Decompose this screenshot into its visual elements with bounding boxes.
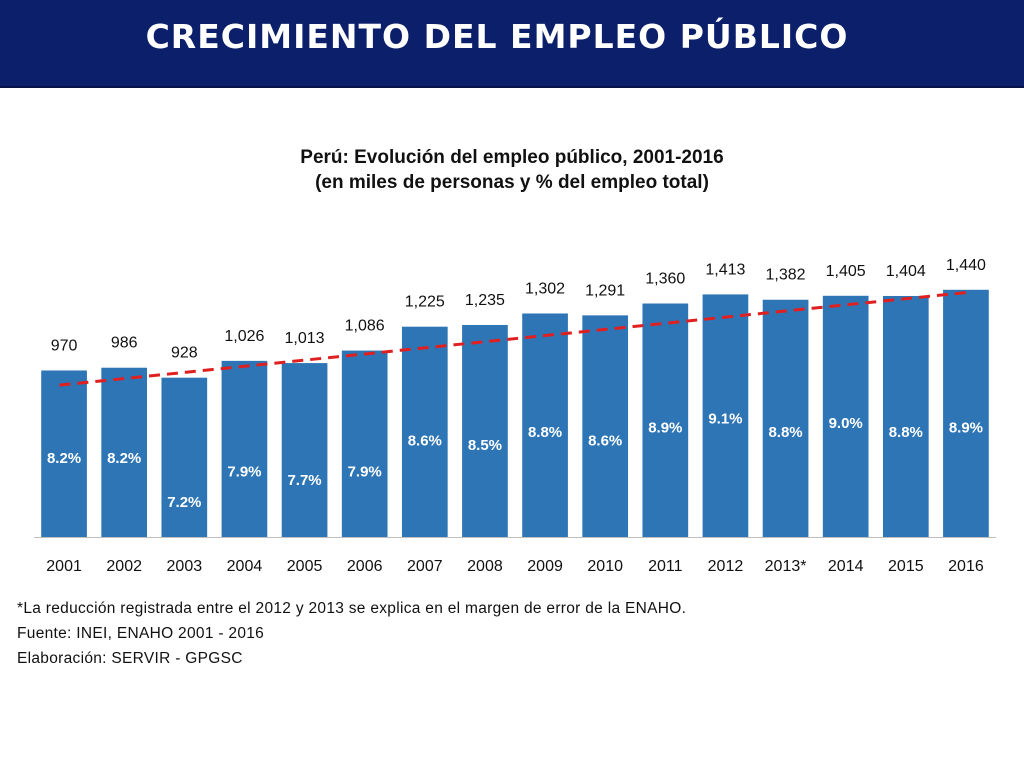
bar-value-label: 1,360 (645, 271, 685, 288)
x-tick-label: 2002 (106, 558, 142, 575)
share-label: 7.9% (348, 463, 382, 480)
page-title: CRECIMIENTO DEL EMPLEO PÚBLICO (145, 16, 849, 56)
bar (281, 363, 328, 537)
share-label: 8.9% (949, 419, 983, 436)
bar-value-label: 1,086 (345, 318, 385, 335)
x-tick-label: 2008 (467, 558, 503, 575)
bar-value-label: 1,026 (224, 328, 264, 345)
x-tick-label: 2009 (527, 558, 563, 575)
share-label: 7.2% (167, 494, 201, 511)
bar-value-label: 1,404 (886, 263, 926, 280)
share-label: 9.0% (829, 415, 863, 432)
x-tick-label: 2015 (888, 558, 924, 575)
share-label: 7.9% (227, 463, 261, 480)
x-tick-label: 2012 (708, 558, 744, 575)
x-tick-label: 2016 (948, 558, 984, 575)
bar (462, 324, 508, 537)
bar-value-label: 1,235 (465, 292, 505, 309)
trend-line (59, 290, 971, 387)
bar (161, 377, 208, 537)
share-label: 8.9% (648, 419, 682, 436)
share-label: 8.8% (889, 424, 923, 441)
bar-value-label: 1,225 (405, 294, 445, 311)
chart-subtitle: (en miles de personas y % del empleo tot… (315, 172, 709, 193)
bar-value-label: 928 (171, 345, 198, 362)
share-label: 8.2% (107, 450, 141, 467)
share-label: 7.7% (287, 472, 321, 489)
bar (762, 299, 809, 537)
credit-note: Elaboración: SERVIR - GPGSC (17, 650, 243, 667)
x-tick-label: 2010 (587, 558, 623, 575)
bar (882, 295, 929, 537)
bar (642, 303, 689, 537)
bar-value-label: 1,013 (285, 330, 325, 347)
source-note: Fuente: INEI, ENAHO 2001 - 2016 (17, 625, 265, 642)
bar-value-label: 1,405 (826, 263, 866, 280)
share-label: 8.6% (408, 433, 442, 450)
footnote: *La reducción registrada entre el 2012 y… (17, 600, 687, 617)
share-label: 8.5% (468, 437, 502, 454)
bar (943, 289, 989, 537)
bar-value-label: 1,302 (525, 280, 565, 297)
share-label: 8.8% (528, 424, 562, 441)
bar (522, 313, 568, 537)
bar (341, 350, 388, 537)
x-tick-label: 2011 (648, 558, 683, 575)
bar-value-label: 986 (111, 335, 138, 352)
x-tick-label: 2013* (765, 558, 807, 575)
chart-title: Perú: Evolución del empleo público, 2001… (300, 147, 724, 168)
bar-value-label: 1,440 (946, 257, 986, 274)
bar-chart: 970 8.2% 2001 986 8.2% 2002 928 7.2% 2003 1,026 7.… (34, 257, 996, 575)
share-label: 8.8% (768, 424, 802, 441)
chart-title-block: Perú: Evolución del empleo público, 2001… (0, 145, 1024, 195)
bar (822, 295, 869, 537)
bar-value-label: 970 (51, 337, 78, 354)
x-tick-label: 2006 (347, 558, 383, 575)
bar (41, 370, 87, 537)
x-tick-label: 2004 (227, 558, 263, 575)
share-label: 8.6% (588, 433, 622, 450)
bar-value-label: 1,382 (766, 267, 806, 284)
bar (101, 367, 148, 537)
bar (221, 360, 268, 537)
header-bar: CRECIMIENTO DEL EMPLEO PÚBLICO (0, 0, 1024, 88)
x-tick-label: 2003 (167, 558, 203, 575)
x-tick-label: 2001 (46, 558, 82, 575)
bar (582, 315, 629, 537)
share-label: 9.1% (708, 411, 742, 428)
bar-value-label: 1,291 (585, 282, 625, 299)
bar (702, 294, 749, 537)
x-tick-label: 2007 (407, 558, 443, 575)
x-tick-label: 2014 (828, 558, 864, 575)
share-label: 8.2% (47, 450, 81, 467)
bar (401, 326, 448, 537)
bar-value-label: 1,413 (705, 261, 745, 278)
chart-notes: *La reducción registrada entre el 2012 y… (17, 596, 686, 671)
x-tick-label: 2005 (287, 558, 323, 575)
